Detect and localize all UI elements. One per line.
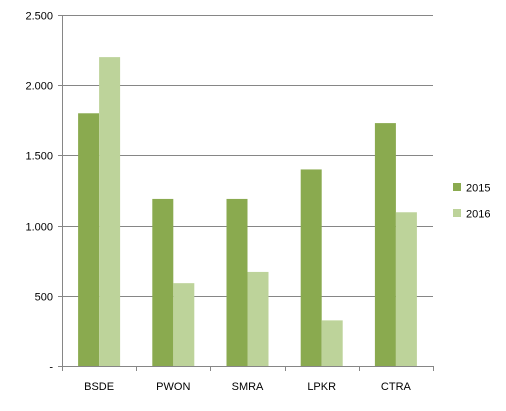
x-tick-label: PWON [156, 381, 190, 393]
legend-label-2015: 2015 [466, 183, 490, 195]
y-axis-ticks: - 500 1.000 1.500 2.000 2.500 [25, 11, 62, 374]
y-tick-label: 500 [35, 292, 53, 304]
x-tick-label: BSDE [84, 381, 114, 393]
bar-2016-BSDE [99, 57, 121, 367]
bar-2016-PWON [173, 283, 195, 366]
bar-2015-CTRA [374, 123, 396, 366]
bars [78, 57, 417, 367]
x-tick-label: CTRA [381, 381, 412, 393]
y-tick-label: 1.500 [25, 151, 53, 163]
bar-2015-SMRA [226, 198, 248, 366]
y-tick-label: 2.000 [25, 81, 53, 93]
y-tick-label: 1.000 [25, 222, 53, 234]
bar-2016-CTRA [395, 212, 417, 366]
bar-2016-SMRA [247, 271, 269, 366]
x-tick-label: SMRA [232, 381, 264, 393]
x-axis-labels: BSDE PWON SMRA LPKR CTRA [84, 381, 411, 393]
bar-2015-PWON [152, 198, 174, 366]
legend-label-2016: 2016 [466, 209, 490, 221]
bar-2015-LPKR [300, 169, 322, 366]
x-tick-label: LPKR [307, 381, 336, 393]
y-tick-label: 2.500 [25, 11, 53, 23]
bar-2016-LPKR [321, 320, 343, 366]
bar-2015-BSDE [78, 113, 100, 366]
gridlines [62, 15, 433, 297]
legend: 2015 2016 [453, 183, 490, 221]
y-tick-label: - [49, 362, 53, 374]
legend-swatch-2015 [453, 183, 461, 191]
x-axis [62, 15, 434, 371]
legend-swatch-2016 [453, 209, 461, 217]
